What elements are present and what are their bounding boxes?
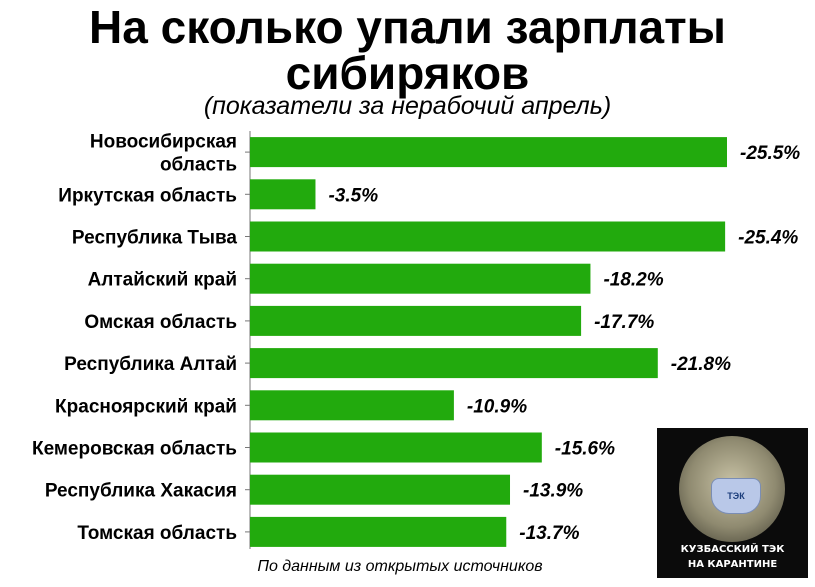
value-label: -10.9% [467,396,527,417]
value-label: -13.9% [523,481,583,502]
value-label: -25.5% [740,143,800,164]
value-label: -18.2% [603,270,663,291]
bar [250,516,507,547]
value-label: -3.5% [328,185,378,206]
logo-text-line-2: НА КАРАНТИНЕ [687,559,778,570]
logo-text-line-1: КУЗБАССКИЙ ТЭК [680,544,785,555]
bar [250,432,542,463]
chart-subtitle: (показатели за нерабочий апрель) [203,92,612,120]
value-label: -17.7% [594,312,654,333]
bar [250,305,582,336]
category-label: Иркутская область [58,185,237,206]
category-label: Омская область [84,312,237,333]
bar [250,390,454,421]
category-label: Красноярский край [55,396,237,417]
category-label: Новосибирская область [90,132,237,176]
value-label: -13.7% [519,523,579,544]
category-label: Кемеровская область [32,439,237,460]
category-label: Республика Хакасия [45,481,237,502]
bar [250,179,316,210]
category-label: Республика Алтай [64,354,237,375]
source-note: По данным из открытых источников [257,558,543,575]
kuzbass-tek-logo: ТЭК КУЗБАССКИЙ ТЭК НА КАРАНТИНЕ [657,428,808,578]
category-label: Томская область [77,523,237,544]
bar [250,137,727,168]
bar [250,263,591,294]
category-label: Республика Тыва [72,228,238,249]
chart-title-line-2: сибиряков [285,47,530,99]
value-label: -21.8% [671,354,731,375]
value-label: -25.4% [738,228,798,249]
category-label: Алтайский край [88,270,237,291]
bar [250,348,658,379]
value-label: -15.6% [555,439,615,460]
bar [250,221,726,252]
bar [250,474,511,505]
chart-title-line-1: На сколько упали зарплаты [89,1,726,53]
face-mask-icon: ТЭК [711,478,761,514]
